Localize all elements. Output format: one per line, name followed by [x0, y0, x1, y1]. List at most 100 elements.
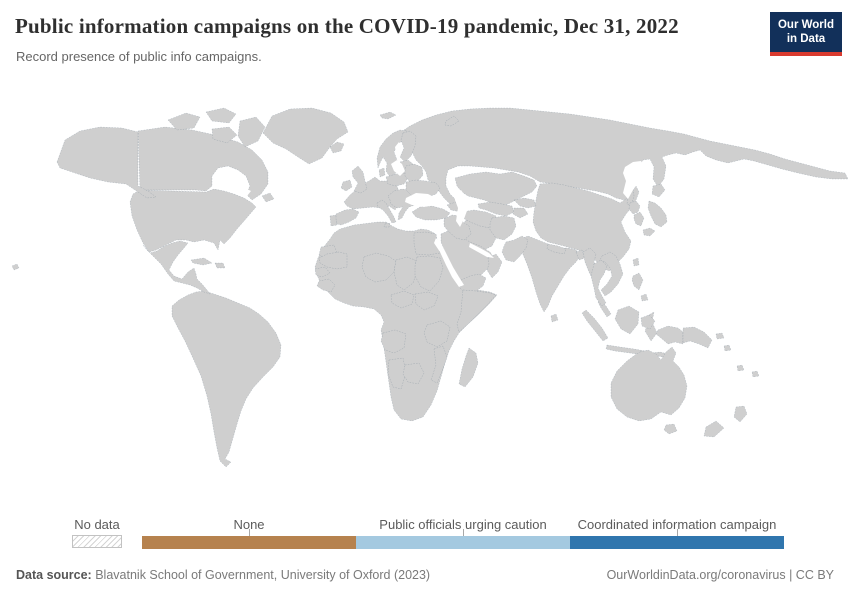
- country-new-britain[interactable]: [715, 332, 725, 340]
- country-luzon[interactable]: [631, 272, 644, 291]
- country-south-sudan[interactable]: [414, 291, 439, 311]
- country-hispaniola[interactable]: [214, 262, 226, 269]
- country-niger[interactable]: [361, 252, 397, 283]
- country-car[interactable]: [390, 290, 415, 309]
- owid-link[interactable]: OurWorldinData.org/coronavirus: [606, 568, 786, 582]
- legend-label-campaign[interactable]: Coordinated information campaign: [577, 517, 777, 532]
- country-mozambique[interactable]: [430, 345, 448, 384]
- country-iceland[interactable]: [329, 141, 345, 154]
- country-kyrgyzstan[interactable]: [513, 197, 537, 209]
- country-taiwan[interactable]: [632, 257, 640, 267]
- country-borneo[interactable]: [614, 305, 640, 335]
- country-arctic-island-2[interactable]: [205, 107, 237, 124]
- country-portugal[interactable]: [329, 214, 338, 227]
- country-afghanistan[interactable]: [489, 215, 517, 241]
- country-fiji[interactable]: [751, 370, 760, 378]
- country-denmark[interactable]: [378, 167, 386, 178]
- country-scandinavia[interactable]: [376, 129, 408, 178]
- country-sicily[interactable]: [383, 222, 391, 228]
- country-arctic-island-3[interactable]: [211, 126, 238, 144]
- country-canada[interactable]: [137, 126, 269, 201]
- country-nz-south[interactable]: [703, 420, 725, 438]
- country-cuba[interactable]: [190, 257, 213, 266]
- owid-logo[interactable]: Our World in Data: [770, 12, 842, 56]
- country-angola[interactable]: [380, 329, 407, 354]
- country-europe-core[interactable]: [343, 174, 402, 211]
- country-uzbekistan[interactable]: [477, 201, 515, 217]
- country-thailand[interactable]: [590, 259, 608, 307]
- country-vanuatu[interactable]: [736, 364, 745, 372]
- gulf-of-bothnia: [395, 142, 403, 157]
- country-finland[interactable]: [399, 130, 417, 163]
- country-tanzania[interactable]: [423, 320, 451, 348]
- world-map[interactable]: [0, 85, 850, 515]
- legend-swatch-campaign[interactable]: [570, 536, 784, 549]
- country-egypt[interactable]: [413, 231, 441, 256]
- country-svalbard[interactable]: [379, 111, 397, 120]
- license-badge: CC BY: [795, 568, 834, 582]
- chart-subtitle: Record presence of public info campaigns…: [16, 49, 262, 64]
- legend-swatch-caution[interactable]: [356, 536, 570, 549]
- country-novaya-zemlya[interactable]: [444, 115, 460, 127]
- country-oman[interactable]: [486, 253, 503, 279]
- country-sri-lanka[interactable]: [550, 313, 559, 323]
- country-russia[interactable]: [403, 107, 849, 211]
- country-mindanao[interactable]: [640, 314, 656, 330]
- country-tasmania[interactable]: [663, 423, 678, 435]
- country-south-korea[interactable]: [633, 211, 645, 227]
- country-senegal[interactable]: [314, 266, 331, 278]
- country-tajikistan[interactable]: [512, 207, 529, 219]
- country-hawaii[interactable]: [11, 263, 20, 271]
- legend-label-caution[interactable]: Public officials urging caution: [379, 517, 547, 532]
- country-madagascar[interactable]: [458, 347, 479, 388]
- country-arctic-island-1[interactable]: [167, 112, 201, 131]
- legend-no-data-label[interactable]: No data: [74, 517, 120, 532]
- data-source-text: Blavatnik School of Government, Universi…: [95, 568, 431, 582]
- country-yemen[interactable]: [459, 273, 487, 295]
- country-australia[interactable]: [610, 346, 688, 422]
- country-nz-north[interactable]: [733, 405, 748, 423]
- data-source: Data source: Blavatnik School of Governm…: [16, 568, 430, 582]
- country-ireland[interactable]: [340, 179, 353, 192]
- legend-no-data-swatch[interactable]: [72, 535, 122, 548]
- country-mauritania[interactable]: [318, 251, 348, 270]
- legend-label-none[interactable]: None: [233, 517, 265, 532]
- country-sumatra[interactable]: [581, 309, 609, 342]
- country-usa[interactable]: [129, 188, 257, 253]
- country-uk[interactable]: [351, 165, 368, 194]
- country-newfoundland[interactable]: [261, 192, 275, 203]
- country-belarus[interactable]: [404, 163, 424, 183]
- country-namibia[interactable]: [387, 357, 407, 390]
- country-honshu[interactable]: [647, 200, 668, 228]
- country-chad[interactable]: [393, 256, 418, 291]
- red-sea: [434, 238, 464, 287]
- country-italy[interactable]: [376, 199, 397, 224]
- baltic-sea: [391, 160, 405, 176]
- country-mexico-central-america[interactable]: [142, 240, 211, 295]
- country-nepal[interactable]: [546, 243, 567, 255]
- country-somalia[interactable]: [456, 289, 497, 333]
- country-sudan[interactable]: [414, 255, 444, 292]
- country-turkey[interactable]: [411, 205, 451, 221]
- country-alaska[interactable]: [56, 126, 157, 199]
- country-hokkaido[interactable]: [651, 183, 666, 198]
- country-china[interactable]: [532, 182, 640, 272]
- country-north-korea[interactable]: [628, 200, 641, 215]
- country-kyushu[interactable]: [642, 227, 656, 237]
- country-greenland[interactable]: [262, 107, 349, 165]
- caspian-sea: [455, 190, 468, 227]
- country-south-america[interactable]: [171, 290, 282, 468]
- country-west-new-guinea[interactable]: [655, 325, 684, 345]
- country-guinea[interactable]: [316, 278, 336, 293]
- country-kazakhstan[interactable]: [454, 171, 538, 207]
- legend-swatch-none[interactable]: [142, 536, 356, 549]
- country-visayas[interactable]: [640, 293, 649, 302]
- country-baffin[interactable]: [237, 116, 266, 148]
- country-pakistan[interactable]: [501, 235, 529, 263]
- country-solomon[interactable]: [723, 344, 732, 352]
- country-indochina[interactable]: [599, 251, 624, 297]
- legend-tick-campaign: [677, 529, 678, 536]
- country-botswana[interactable]: [402, 362, 425, 385]
- country-spain[interactable]: [335, 208, 360, 226]
- country-png[interactable]: [682, 326, 713, 349]
